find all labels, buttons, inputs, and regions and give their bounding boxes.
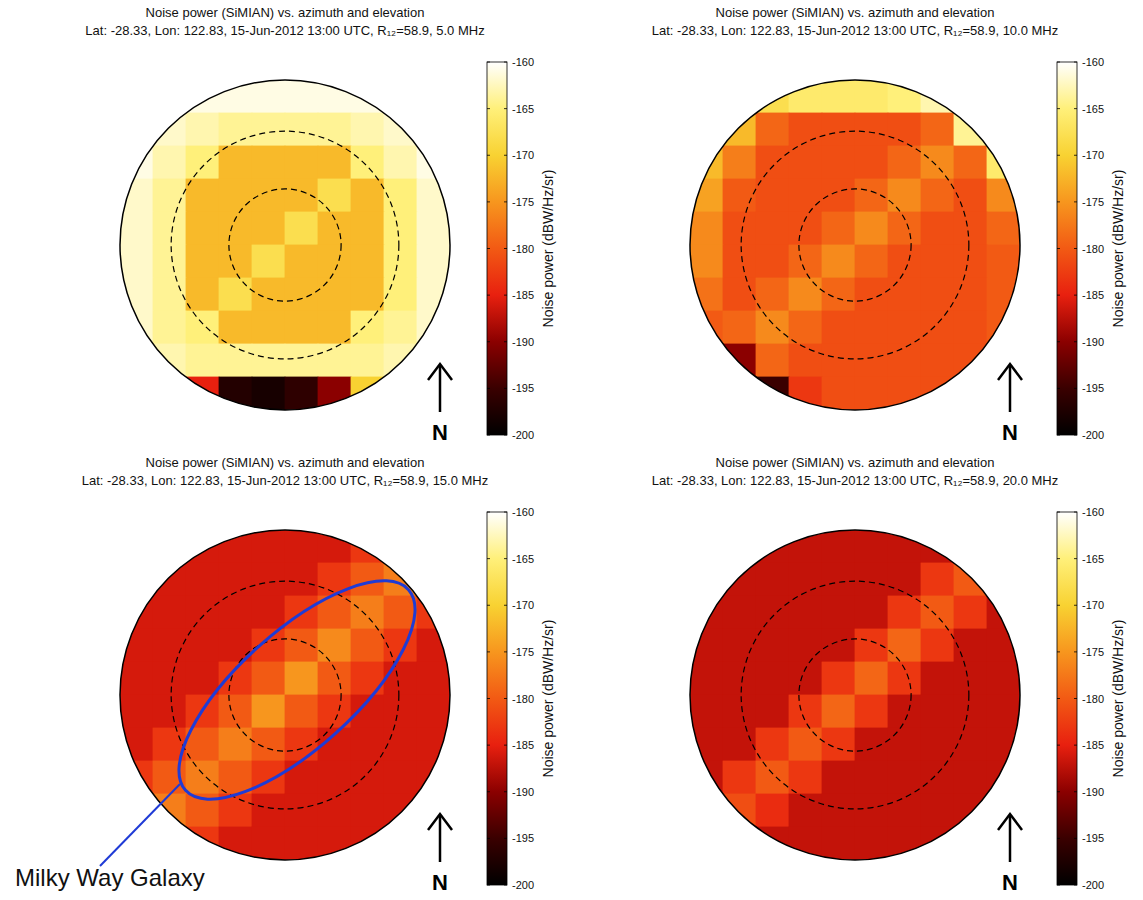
svg-text:-170: -170 bbox=[1082, 599, 1104, 611]
svg-text:Noise power (SiMIAN) vs. azimu: Noise power (SiMIAN) vs. azimuth and ele… bbox=[716, 5, 995, 20]
svg-text:-160: -160 bbox=[512, 506, 534, 518]
svg-text:-190: -190 bbox=[1082, 786, 1104, 798]
svg-text:Lat: -28.33, Lon: 122.83, 15-J: Lat: -28.33, Lon: 122.83, 15-Jun-2012 13… bbox=[85, 23, 484, 38]
svg-text:Noise power (dBW/Hz/sr): Noise power (dBW/Hz/sr) bbox=[1110, 620, 1126, 778]
svg-text:-180: -180 bbox=[1082, 243, 1104, 255]
svg-text:-190: -190 bbox=[512, 786, 534, 798]
svg-text:Noise power (dBW/Hz/sr): Noise power (dBW/Hz/sr) bbox=[540, 170, 556, 328]
svg-text:-160: -160 bbox=[1082, 56, 1104, 68]
svg-text:Lat: -28.33, Lon: 122.83, 15-J: Lat: -28.33, Lon: 122.83, 15-Jun-2012 13… bbox=[82, 473, 489, 488]
svg-text:N: N bbox=[432, 870, 448, 895]
svg-text:-195: -195 bbox=[512, 382, 534, 394]
svg-text:Milky Way Galaxy: Milky Way Galaxy bbox=[15, 864, 205, 891]
svg-text:Noise power (SiMIAN) vs. azimu: Noise power (SiMIAN) vs. azimuth and ele… bbox=[716, 455, 995, 470]
svg-text:-160: -160 bbox=[1082, 506, 1104, 518]
svg-text:-180: -180 bbox=[1082, 693, 1104, 705]
svg-text:-195: -195 bbox=[512, 832, 534, 844]
svg-text:-165: -165 bbox=[1082, 553, 1104, 565]
svg-text:-175: -175 bbox=[1082, 646, 1104, 658]
svg-text:-170: -170 bbox=[512, 599, 534, 611]
svg-text:-180: -180 bbox=[512, 243, 534, 255]
svg-text:-185: -185 bbox=[512, 289, 534, 301]
svg-text:-175: -175 bbox=[1082, 196, 1104, 208]
svg-text:N: N bbox=[1002, 420, 1018, 445]
svg-text:-195: -195 bbox=[1082, 382, 1104, 394]
svg-text:N: N bbox=[1002, 870, 1018, 895]
svg-text:-165: -165 bbox=[1082, 103, 1104, 115]
svg-text:-185: -185 bbox=[1082, 739, 1104, 751]
svg-text:-170: -170 bbox=[1082, 149, 1104, 161]
svg-text:Lat: -28.33, Lon: 122.83, 15-J: Lat: -28.33, Lon: 122.83, 15-Jun-2012 13… bbox=[652, 23, 1059, 38]
svg-text:Noise power (SiMIAN) vs. azimu: Noise power (SiMIAN) vs. azimuth and ele… bbox=[146, 455, 425, 470]
svg-text:Lat: -28.33, Lon: 122.83, 15-J: Lat: -28.33, Lon: 122.83, 15-Jun-2012 13… bbox=[652, 473, 1059, 488]
svg-text:-160: -160 bbox=[512, 56, 534, 68]
svg-text:-200: -200 bbox=[512, 879, 534, 891]
svg-text:-195: -195 bbox=[1082, 832, 1104, 844]
svg-text:-200: -200 bbox=[1082, 879, 1104, 891]
svg-text:-200: -200 bbox=[1082, 429, 1104, 441]
svg-text:-165: -165 bbox=[512, 103, 534, 115]
svg-text:-190: -190 bbox=[1082, 336, 1104, 348]
svg-text:N: N bbox=[432, 420, 448, 445]
svg-text:-185: -185 bbox=[1082, 289, 1104, 301]
svg-text:Noise power (dBW/Hz/sr): Noise power (dBW/Hz/sr) bbox=[540, 620, 556, 778]
svg-text:-180: -180 bbox=[512, 693, 534, 705]
svg-text:-175: -175 bbox=[512, 196, 534, 208]
svg-text:Noise power (dBW/Hz/sr): Noise power (dBW/Hz/sr) bbox=[1110, 170, 1126, 328]
svg-text:-165: -165 bbox=[512, 553, 534, 565]
svg-text:-170: -170 bbox=[512, 149, 534, 161]
svg-text:-200: -200 bbox=[512, 429, 534, 441]
svg-text:-175: -175 bbox=[512, 646, 534, 658]
svg-text:Noise power (SiMIAN) vs. azimu: Noise power (SiMIAN) vs. azimuth and ele… bbox=[146, 5, 425, 20]
svg-text:-190: -190 bbox=[512, 336, 534, 348]
svg-text:-185: -185 bbox=[512, 739, 534, 751]
